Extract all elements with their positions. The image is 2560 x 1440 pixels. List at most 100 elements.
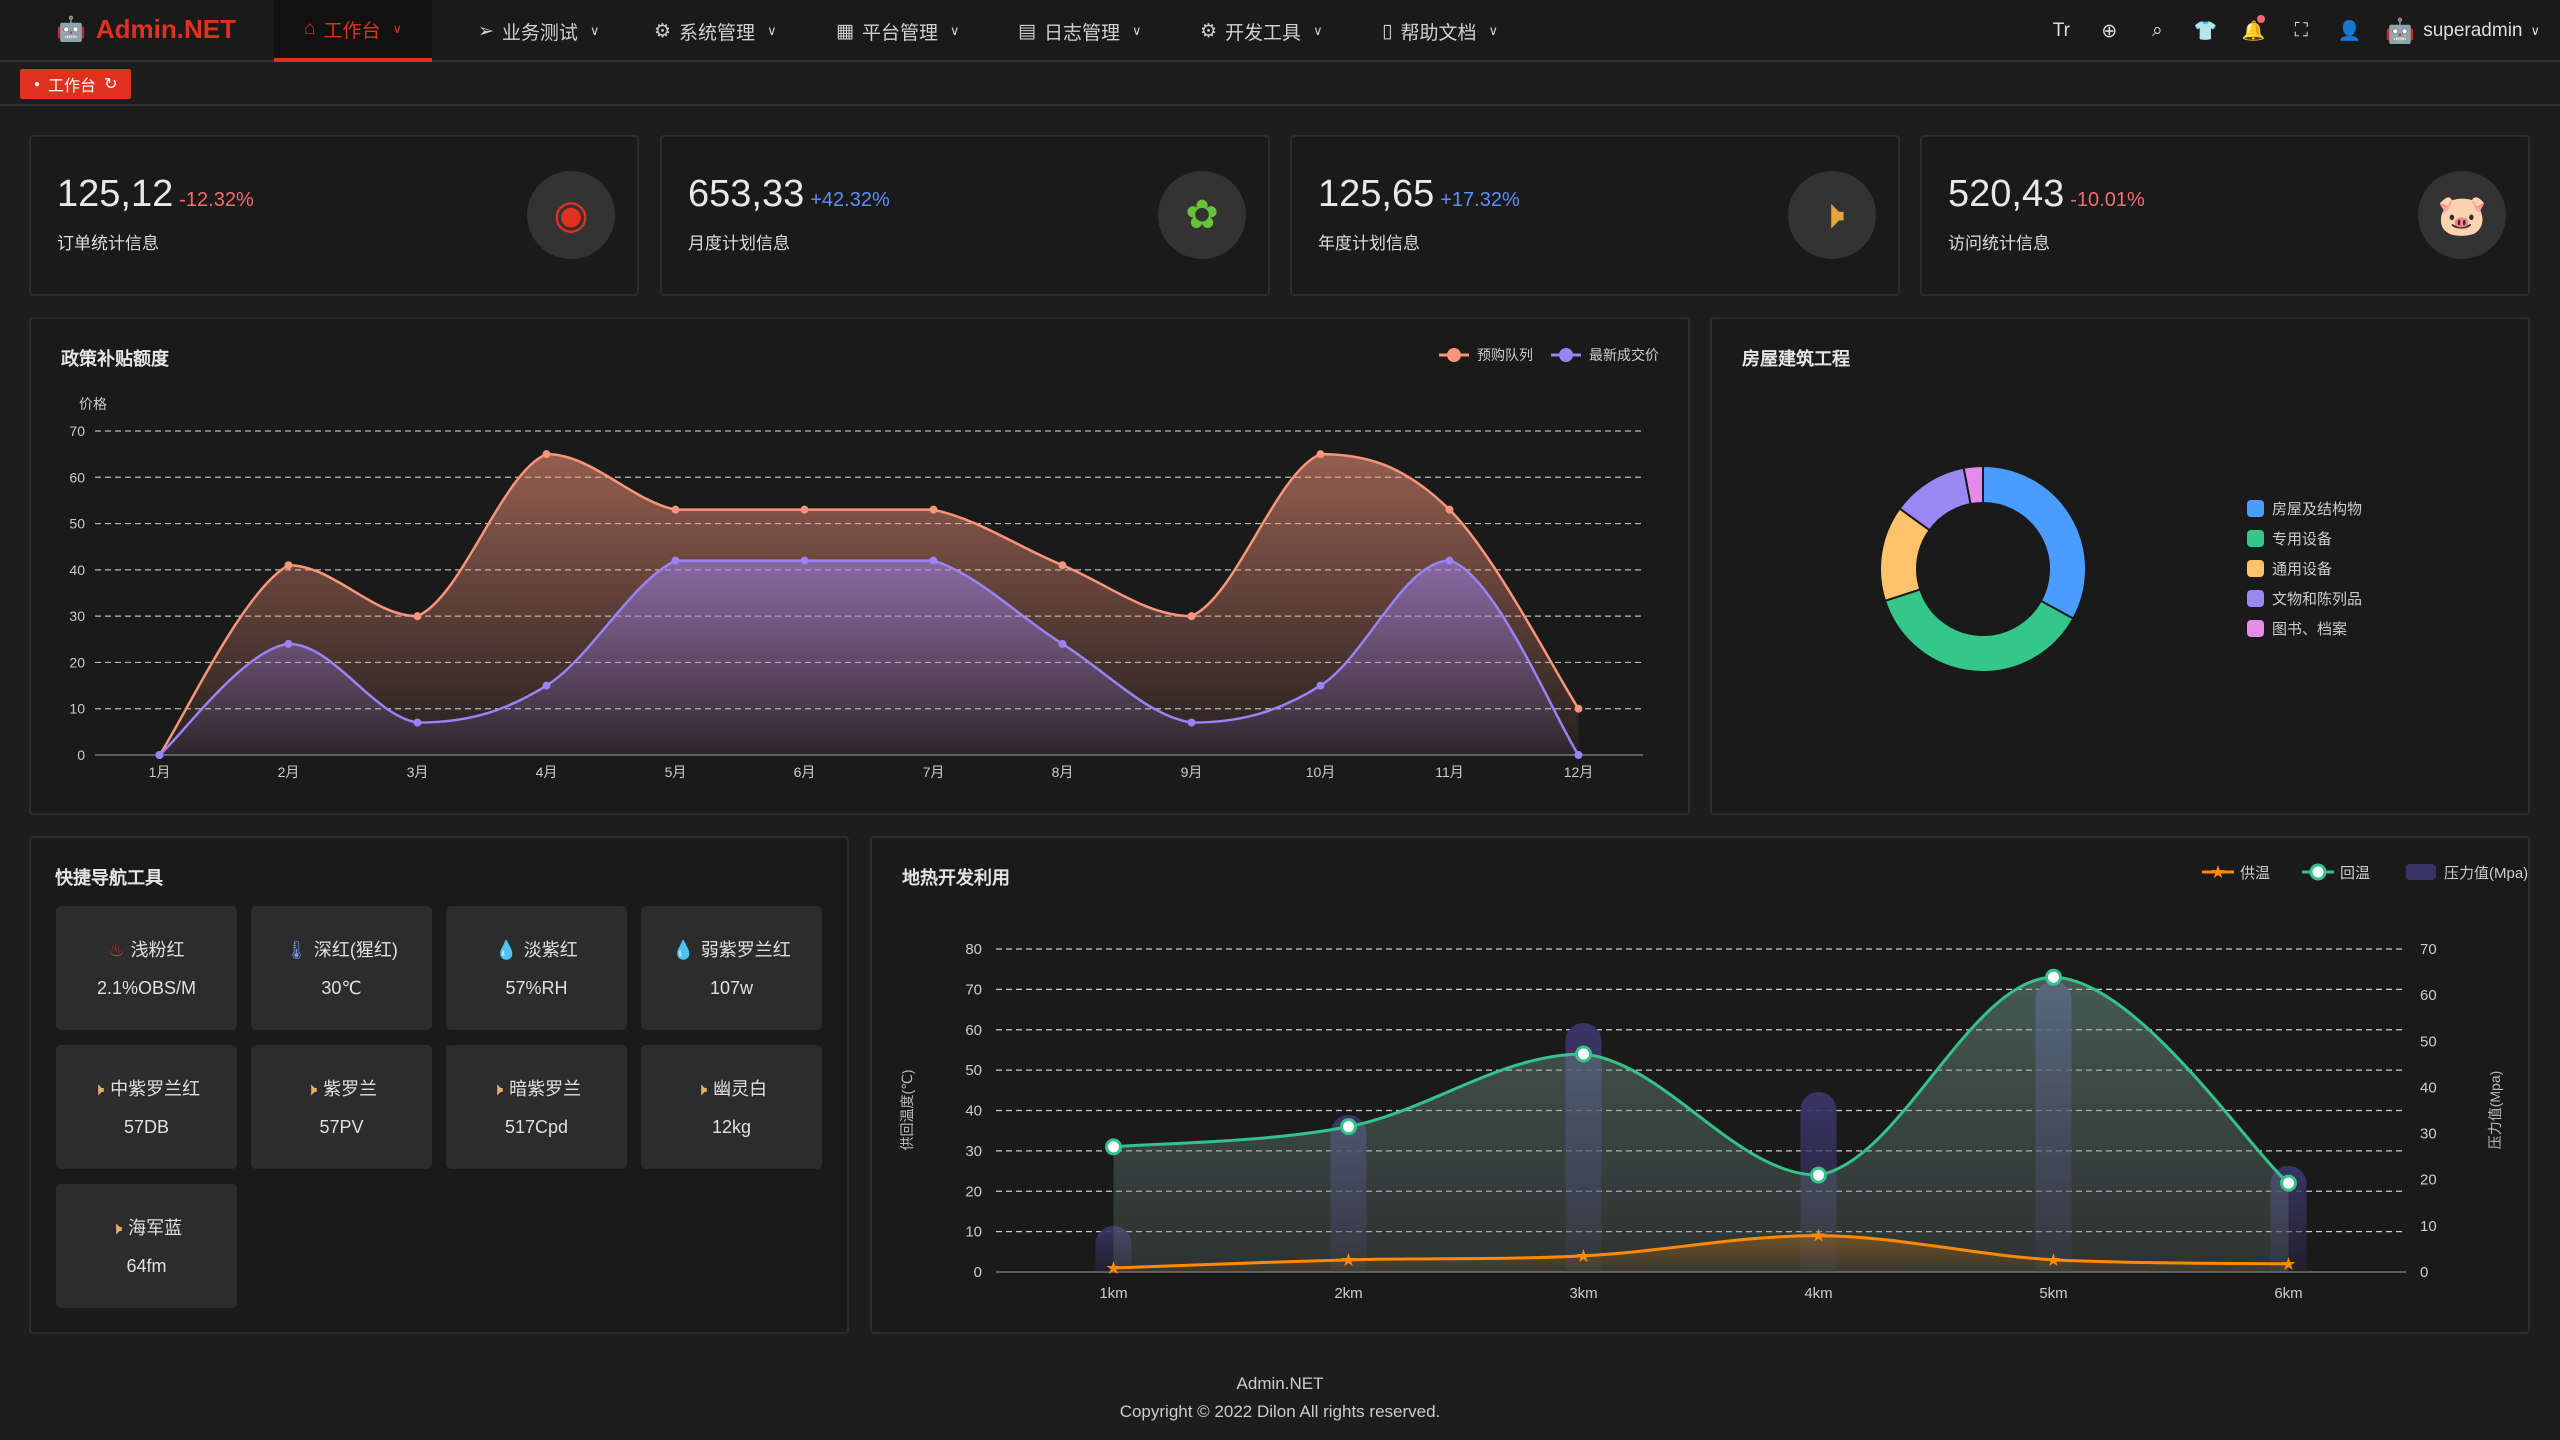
data-point[interactable] — [671, 556, 680, 565]
y-right-axis-label: 压力值(Mpa) — [2487, 1071, 2503, 1150]
data-point[interactable] — [284, 561, 293, 570]
data-point[interactable] — [1575, 1045, 1592, 1063]
data-point[interactable] — [542, 450, 551, 459]
y-tick-label: 50 — [69, 516, 85, 532]
legend-marker — [2247, 500, 2264, 517]
menu-3[interactable]: ▦ 平台管理 ∨ — [806, 0, 989, 62]
data-point[interactable] — [542, 681, 551, 690]
data-point[interactable] — [929, 505, 938, 514]
data-point[interactable] — [929, 556, 938, 565]
star-point[interactable]: ★ — [1810, 1226, 1826, 1246]
tile-label: 弱紫罗兰红 — [700, 940, 791, 960]
footer-name: Admin.NET — [1236, 1374, 1324, 1393]
quicknav-tile[interactable]: 💧 淡紫红 57%RH — [446, 906, 627, 1030]
data-point[interactable] — [671, 505, 680, 514]
send-icon: ➢ — [478, 20, 494, 42]
pie-slice[interactable] — [1883, 588, 2075, 673]
pie-slice[interactable] — [1982, 464, 2087, 620]
menu-0[interactable]: ⌂ 工作台 ∨ — [274, 0, 433, 62]
data-point[interactable] — [413, 718, 422, 727]
quicknav-tile[interactable]: 🕨 中紫罗兰红 57DB — [56, 1045, 237, 1169]
logo[interactable]: 🤖 Admin.NET — [56, 14, 236, 44]
notification-dot — [2257, 15, 2266, 23]
data-point[interactable] — [1445, 556, 1454, 565]
tag-workbench[interactable]: ● 工作台 ↻ — [20, 69, 132, 99]
bell-icon[interactable]: 🔔 — [2241, 15, 2266, 43]
data-point[interactable] — [1316, 681, 1325, 690]
speaker-icon: 🕨 — [695, 1079, 708, 1099]
data-point[interactable] — [2045, 968, 2062, 986]
refresh-icon[interactable]: ↻ — [104, 76, 118, 93]
speaker-icon: 🕨 — [305, 1079, 318, 1099]
quicknav-tile[interactable]: 🕨 海军蓝 64fm — [56, 1184, 237, 1308]
legend-item[interactable]: 图书、档案 — [2247, 620, 2347, 638]
data-point[interactable] — [284, 639, 293, 648]
legend-item[interactable]: 通用设备 — [2247, 560, 2332, 578]
data-point[interactable] — [413, 612, 422, 621]
legend-item[interactable]: 预购队列 — [1439, 347, 1533, 363]
theme-shirt-icon[interactable]: 👕 — [2193, 21, 2218, 42]
data-point[interactable] — [1187, 612, 1196, 621]
dot-icon: ● — [34, 78, 41, 90]
star-point[interactable]: ★ — [1105, 1258, 1121, 1278]
legend-item[interactable]: 房屋及结构物 — [2247, 500, 2362, 518]
data-point[interactable] — [800, 505, 809, 514]
y-left-axis-label: 供回温度(℃) — [899, 1069, 915, 1150]
legend-label: 预购队列 — [1477, 347, 1533, 363]
legend-item[interactable]: 最新成交价 — [1551, 347, 1659, 363]
menu-2[interactable]: ⚙ 系统管理 ∨ — [624, 0, 807, 62]
data-point[interactable] — [1340, 1118, 1357, 1136]
star-point[interactable]: ★ — [1340, 1250, 1356, 1270]
data-point[interactable] — [1574, 751, 1583, 759]
stat-value: 125,12 -12.32% — [57, 173, 254, 216]
quicknav-tile[interactable]: 🌡 深红(猩红) 30℃ — [251, 906, 432, 1030]
data-point[interactable] — [2280, 1174, 2297, 1192]
chevron-down-icon: ∨ — [767, 23, 777, 38]
menu-1[interactable]: ➢ 业务测试 ∨ — [448, 0, 629, 62]
fullscreen-icon[interactable]: ⛶ — [2294, 20, 2308, 41]
language-icon[interactable]: ⊕ — [2101, 20, 2118, 42]
data-point[interactable] — [1187, 718, 1196, 727]
thermometer-icon: 🌡 — [285, 940, 308, 960]
star-point[interactable]: ★ — [2045, 1250, 2061, 1270]
data-point[interactable] — [1058, 639, 1067, 648]
tile-label: 暗紫罗兰 — [509, 1079, 582, 1099]
tile-title: 🕨 暗紫罗兰 — [446, 1075, 627, 1101]
quicknav-tile[interactable]: 🕨 暗紫罗兰 517Cpd — [446, 1045, 627, 1169]
star-point[interactable]: ★ — [2280, 1254, 2296, 1274]
legend-item[interactable]: 压力值(Mpa) — [2406, 864, 2528, 882]
legend-item[interactable]: 回温 — [2302, 863, 2370, 882]
data-point[interactable] — [155, 751, 164, 759]
speaker-icon: 🕨 — [1788, 171, 1876, 259]
data-point[interactable] — [1058, 561, 1067, 570]
legend-item[interactable]: 文物和陈列品 — [2247, 590, 2362, 608]
legend-item[interactable]: 专用设备 — [2247, 530, 2332, 548]
search-icon[interactable]: ⌕ — [2151, 20, 2163, 41]
user-menu[interactable]: 🤖 superadmin ∨ — [2385, 17, 2540, 45]
legend-marker — [1447, 348, 1461, 362]
chevron-down-icon: ∨ — [1488, 23, 1498, 38]
quicknav-tile[interactable]: ♨ 浅粉红 2.1%OBS/M — [56, 906, 237, 1030]
menu-5[interactable]: ⚙ 开发工具 ∨ — [1170, 0, 1353, 62]
y-left-tick-label: 80 — [965, 941, 982, 958]
data-point[interactable] — [1445, 505, 1454, 514]
menu-4[interactable]: ▤ 日志管理 ∨ — [988, 0, 1171, 62]
quicknav-tile[interactable]: 🕨 幽灵白 12kg — [641, 1045, 822, 1169]
legend-item[interactable]: ★ 供温 — [2202, 862, 2270, 882]
star-point[interactable]: ★ — [1575, 1246, 1591, 1266]
data-point[interactable] — [1810, 1166, 1827, 1184]
pie-slice[interactable] — [1962, 464, 1984, 506]
data-point[interactable] — [1316, 450, 1325, 459]
legend-marker — [2247, 560, 2264, 577]
x-tick-label: 3月 — [407, 764, 429, 780]
x-tick-label: 9月 — [1181, 764, 1203, 780]
data-point[interactable] — [800, 556, 809, 565]
data-point[interactable] — [1574, 704, 1583, 713]
user-icon[interactable]: 👤 — [2337, 21, 2362, 42]
quicknav-tile[interactable]: 🕨 紫罗兰 57PV — [251, 1045, 432, 1169]
quicknav-tile[interactable]: 💧 弱紫罗兰红 107w — [641, 906, 822, 1030]
menu-6[interactable]: ▯ 帮助文档 ∨ — [1352, 0, 1528, 62]
data-point[interactable] — [1105, 1138, 1122, 1156]
x-tick-label: 5月 — [665, 764, 687, 780]
font-size-icon[interactable]: Tr — [2052, 20, 2070, 41]
